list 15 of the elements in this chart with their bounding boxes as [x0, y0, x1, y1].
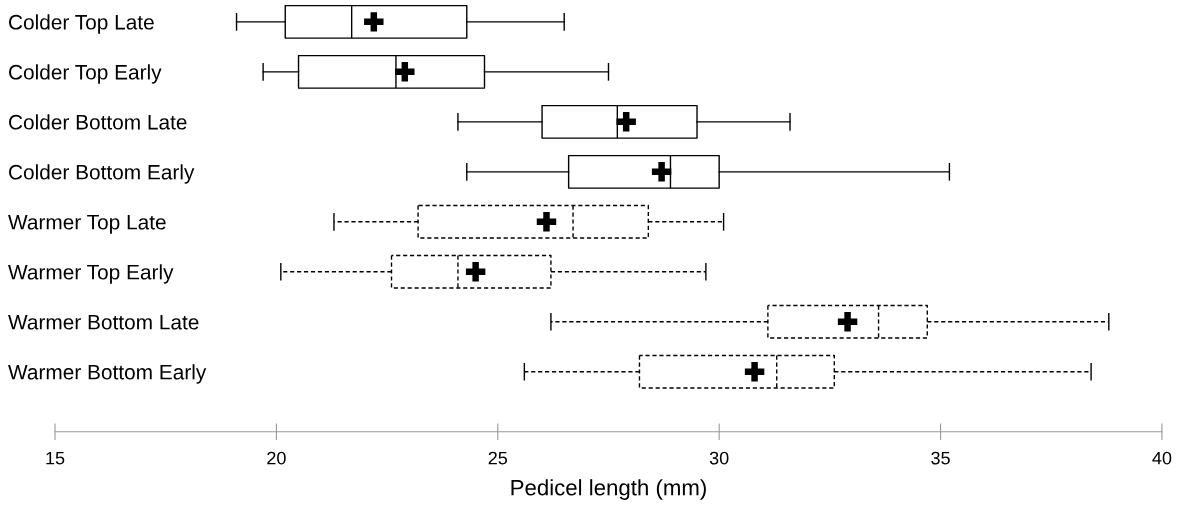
x-tick-label: 35 [931, 451, 950, 465]
x-tick-label: 15 [46, 451, 65, 465]
y-tick-label: Warmer Top Late [8, 215, 166, 234]
x-tick-label: 20 [267, 451, 286, 465]
y-tick-label: Warmer Top Early [8, 264, 174, 284]
y-tick-label: Warmer Bottom Late [8, 315, 199, 330]
x-tick-label: 30 [709, 451, 729, 465]
y-tick-label: Colder Top Early [9, 64, 162, 84]
y-tick-label: Colder Bottom Early [9, 164, 195, 184]
x-axis-title: Pedicel length (mm) [511, 479, 706, 500]
y-tick-label: Colder Bottom Late [9, 114, 187, 130]
x-tick-label: 40 [1152, 451, 1172, 465]
y-tick-label: Warmer Bottom Early [8, 364, 207, 384]
y-tick-label: Colder Top Late [9, 14, 154, 34]
x-tick-label: 25 [488, 451, 508, 465]
